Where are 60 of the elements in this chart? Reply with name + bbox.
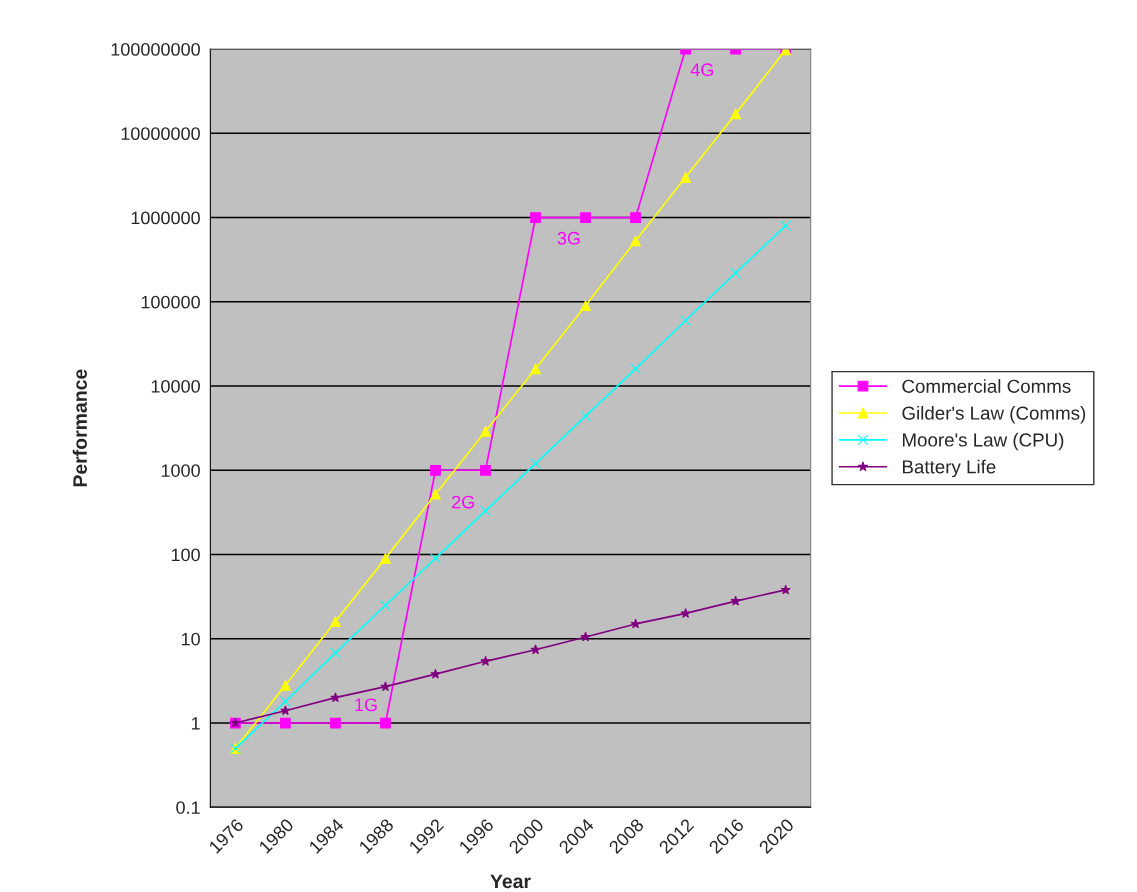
legend-label: Commercial Comms [902,379,1071,393]
annotation: 1G [355,698,377,712]
point [630,212,641,223]
point [630,618,641,629]
point [730,595,741,606]
point [480,505,491,517]
y-tick-label: 10000 [151,379,200,393]
y-tick-label: 100 [171,548,200,562]
y-tick-label: 10000000 [121,127,200,141]
annotation: 2G [452,495,474,509]
point [580,410,591,422]
point [730,108,742,120]
point [680,171,691,183]
point [630,363,641,375]
point [380,681,391,692]
point [430,553,441,564]
point [280,696,291,707]
point [280,679,291,691]
point [530,644,541,655]
point [480,464,491,476]
point [580,300,591,312]
y-tick-label: 100000 [141,295,200,309]
point [380,717,391,729]
legend-label: Battery Life [902,459,996,478]
point [680,608,691,618]
point [680,315,691,326]
y-tick-label: 1000000 [131,211,200,225]
point [330,647,341,659]
point [480,425,491,437]
y-tick-label: 1000 [161,464,200,477]
point [630,235,641,247]
point [780,584,791,595]
point [430,488,441,500]
y-tick-label: 0.1 [176,801,200,814]
point [730,267,742,279]
y-tick-label: 1 [191,717,200,730]
legend-label: Gilder's Law (Comms) [902,405,1086,424]
y-tick-label: 10 [181,632,200,646]
point [430,668,441,679]
point [280,705,291,716]
point [780,220,792,232]
point [430,464,441,476]
legend-label: Moore's Law (CPU) [902,432,1064,451]
point [530,363,541,375]
point [280,717,291,729]
x-axis-title: Year [490,874,531,889]
point [330,717,341,729]
point [330,616,341,627]
annotation: 3G [557,231,580,245]
point [330,692,341,703]
point [480,655,491,666]
annotation: 4G [690,63,713,77]
y-axis-title: Performance [72,369,87,487]
point [530,212,541,223]
y-tick-label: 100000000 [111,42,200,56]
point [580,212,591,223]
point [380,553,391,564]
point [380,599,391,611]
point [530,458,541,469]
point [580,631,591,642]
